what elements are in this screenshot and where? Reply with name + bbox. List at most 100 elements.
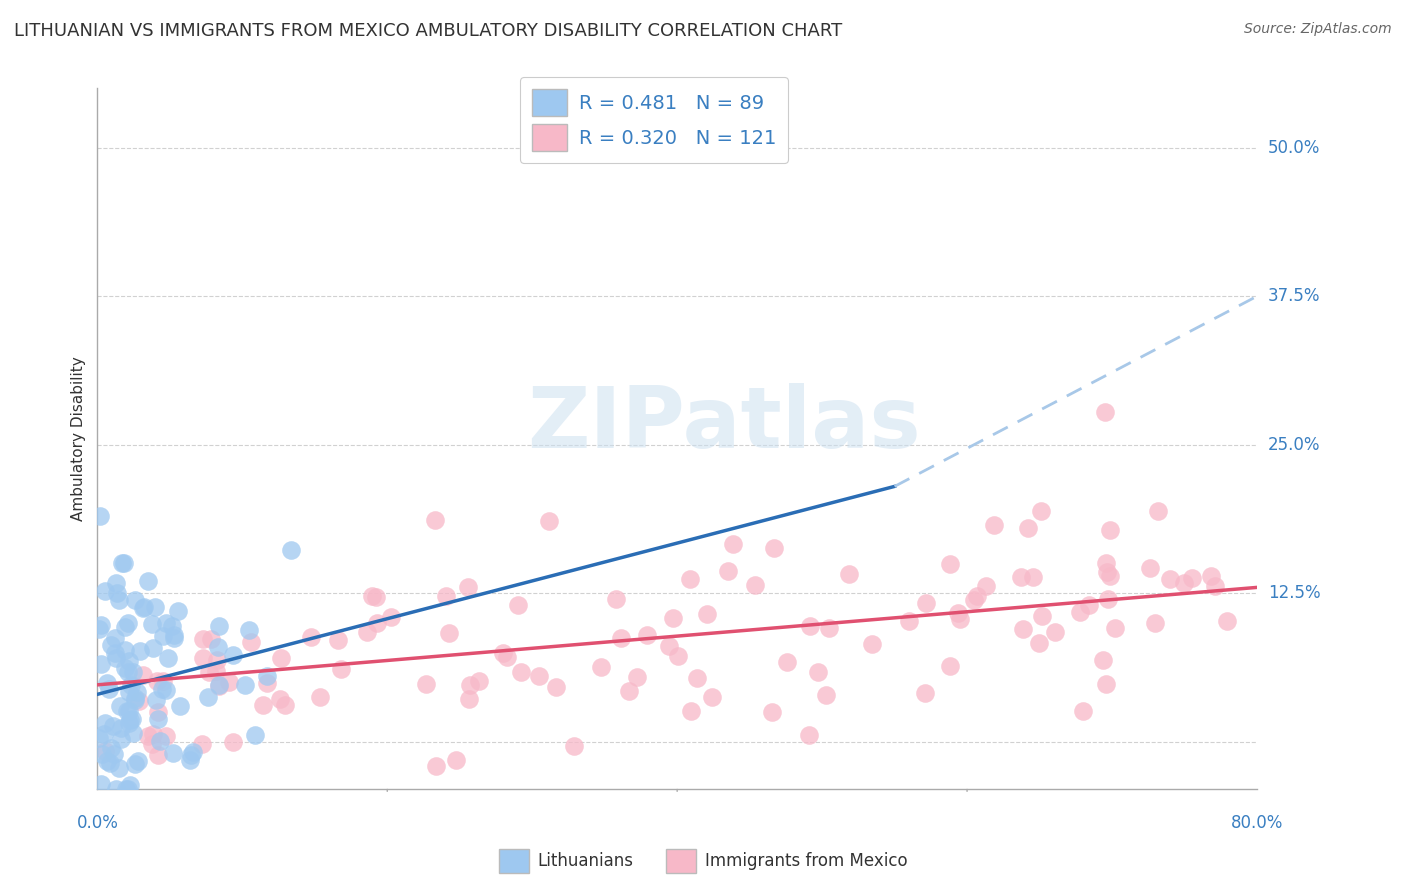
Point [274,698,297,713]
Point [207,679,229,693]
Point [87,622,110,636]
Point [93,727,115,741]
Point [191,738,214,752]
Point [1139,561,1161,575]
Point [330,662,353,676]
Point [118,685,141,699]
Point [626,670,648,684]
Point [280,543,302,558]
Point [132,599,155,614]
Point [1029,504,1052,518]
Point [152,629,174,643]
Point [799,618,821,632]
Point [191,651,214,665]
Point [124,693,146,707]
Point [121,726,143,740]
Point [817,621,839,635]
Point [103,719,125,733]
Point [104,646,127,660]
Point [193,632,215,646]
Point [180,747,202,762]
Point [121,712,143,726]
Point [1098,569,1121,583]
Point [96,676,118,690]
Point [564,739,586,753]
Point [1181,571,1204,585]
Point [120,714,142,728]
Point [1094,557,1116,571]
Point [252,698,274,713]
Point [179,753,201,767]
Legend: R = 0.481   N = 89, R = 0.320   N = 121: R = 0.481 N = 89, R = 0.320 N = 121 [520,77,787,163]
Point [361,589,384,603]
Point [155,615,177,630]
Point [700,690,723,704]
Point [898,614,921,628]
Point [506,598,529,612]
Point [160,618,183,632]
Point [103,747,125,761]
Point [721,537,744,551]
Point [124,593,146,607]
Point [717,564,740,578]
Point [117,716,139,731]
Point [148,748,170,763]
Point [546,681,568,695]
Point [1069,605,1091,619]
Point [167,604,190,618]
Point [208,678,231,692]
Point [132,668,155,682]
Point [146,712,169,726]
Point [1159,573,1181,587]
Point [96,754,118,768]
Point [136,729,159,743]
Point [105,586,128,600]
Point [94,744,117,758]
Point [145,693,167,707]
Point [425,513,447,527]
Point [679,704,702,718]
Point [1216,614,1239,628]
Point [1017,521,1039,535]
Point [356,625,378,640]
Point [1173,576,1195,591]
Point [1099,524,1122,538]
Point [155,729,177,743]
Point [207,640,229,655]
Point [114,642,136,657]
Point [744,578,766,592]
Point [270,651,292,665]
Point [107,761,129,775]
Point [105,782,128,797]
Point [468,674,491,689]
Point [256,676,278,690]
Point [460,677,482,691]
Point [91,747,114,762]
Point [245,728,267,742]
Legend: Lithuanians, Immigrants from Mexico: Lithuanians, Immigrants from Mexico [492,842,914,880]
Point [434,590,457,604]
Point [666,649,689,664]
Point [915,596,938,610]
Point [100,639,122,653]
Point [100,741,122,756]
Point [105,576,128,591]
Point [115,704,138,718]
Point [197,690,219,705]
Point [117,665,139,679]
Point [966,590,988,604]
Point [200,632,222,647]
Text: 12.5%: 12.5% [1268,584,1320,602]
Point [776,655,799,669]
Point [218,675,240,690]
Point [110,731,132,746]
Point [814,688,837,702]
Point [114,782,136,797]
Point [1143,615,1166,630]
Text: 37.5%: 37.5% [1268,287,1320,305]
Point [127,754,149,768]
Point [94,584,117,599]
Point [662,611,685,625]
Point [364,591,387,605]
Point [658,640,681,654]
